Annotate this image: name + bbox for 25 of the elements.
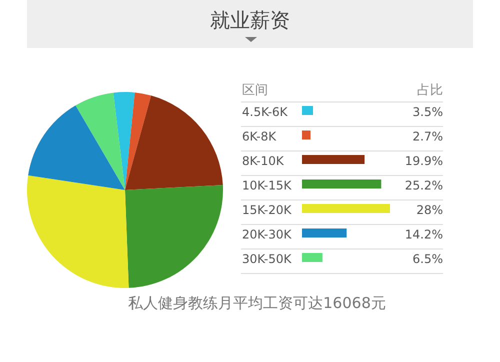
legend-label: 8K-10K bbox=[242, 154, 285, 168]
legend-label: 10K-15K bbox=[242, 178, 292, 192]
pie-slice bbox=[125, 185, 223, 288]
pie-slice bbox=[28, 105, 125, 190]
legend-title: 区间 bbox=[242, 83, 268, 98]
data-label: 6.5% bbox=[412, 252, 443, 266]
text: 占比 bbox=[417, 83, 443, 98]
data-label: 2.7% bbox=[412, 130, 443, 144]
data-label: 14.2% bbox=[404, 228, 443, 242]
pie-slice bbox=[76, 92, 125, 190]
pie-slice bbox=[125, 96, 223, 190]
data-label: 19.9% bbox=[404, 154, 443, 168]
data-label: 28% bbox=[416, 203, 443, 217]
legend-label: 20K-30K bbox=[242, 228, 292, 242]
text: 私人健身教练月平均工资可达16068元 bbox=[128, 294, 386, 312]
chart-title: 就业薪资 bbox=[210, 8, 290, 32]
legend-label: 6K-8K bbox=[242, 130, 278, 144]
legend-label: 30K-50K bbox=[242, 252, 292, 266]
legend-label: 4.5K-6K bbox=[242, 105, 289, 119]
pie-slice bbox=[125, 92, 152, 190]
pie-slice bbox=[27, 175, 129, 288]
data-label: 25.2% bbox=[404, 178, 443, 192]
data-label: 3.5% bbox=[412, 105, 443, 119]
legend-label: 15K-20K bbox=[242, 203, 292, 217]
pie-slice bbox=[113, 92, 135, 190]
